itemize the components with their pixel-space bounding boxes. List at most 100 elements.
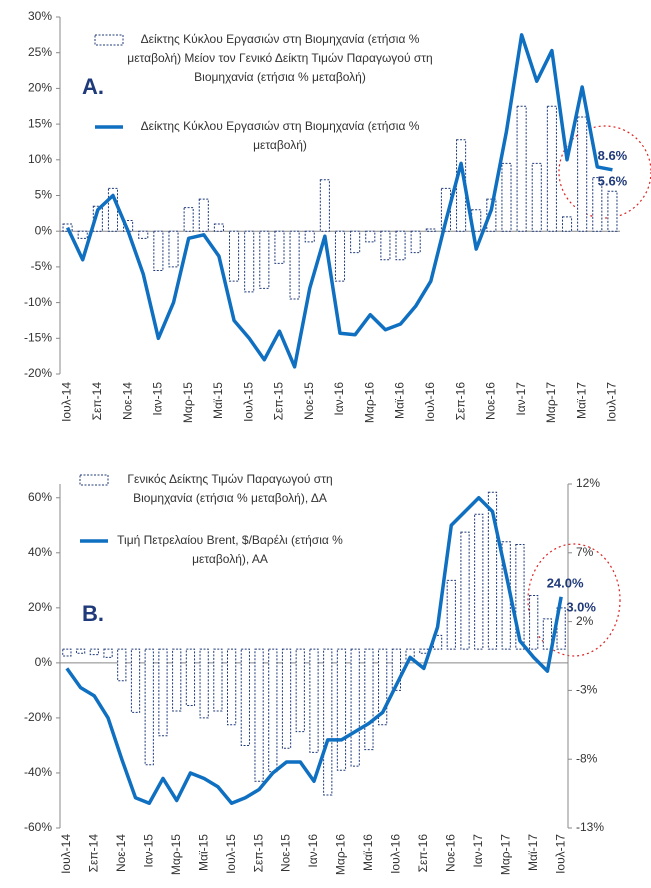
bar	[515, 544, 525, 650]
bar	[199, 648, 209, 719]
x-tick-label: Νοε-16	[484, 382, 498, 420]
bar	[295, 648, 305, 733]
bar	[350, 648, 360, 767]
y2-tick-label: 12%	[576, 476, 600, 490]
data-label: 8.6%	[598, 148, 628, 163]
bar	[432, 634, 443, 650]
x-tick-label: Ιαν-17	[514, 382, 528, 416]
bar	[227, 648, 237, 726]
highlight-circle	[527, 543, 621, 657]
bar	[592, 177, 603, 232]
bar	[419, 648, 429, 654]
x-tick-label: Νοε-14	[114, 834, 128, 872]
x-tick-label: Μαϊ-15	[196, 834, 210, 871]
x-tick-label: Μαϊ-17	[574, 382, 588, 419]
bar	[425, 228, 436, 232]
bar	[213, 223, 224, 232]
x-tick-label: Ιουλ-15	[241, 382, 255, 422]
highlight-circle	[558, 125, 651, 219]
y-tick-label: 0%	[35, 223, 53, 237]
bar	[244, 230, 255, 293]
bar	[130, 648, 141, 713]
bar	[542, 618, 553, 650]
bar	[446, 579, 456, 650]
x-tick-label: Σεπ-16	[453, 382, 467, 421]
x-tick-label: Σεπ-14	[86, 834, 100, 873]
x-tick-label: Νοε-16	[443, 834, 457, 872]
legend-label: Δείκτης Κύκλου Εργασιών στη Βιομηχανία (…	[140, 119, 420, 152]
x-tick-label: Νοε-15	[279, 834, 293, 872]
bar	[304, 230, 315, 243]
bar	[103, 648, 113, 658]
x-tick-label: Ιαν-16	[332, 382, 346, 416]
data-label: 24.0%	[547, 575, 584, 590]
bar	[107, 187, 119, 232]
y-tick-label: 40%	[28, 545, 52, 559]
y-tick-label: 0%	[35, 655, 53, 669]
x-tick-label: Μαρ-17	[544, 382, 558, 423]
y-tick-label: 15%	[28, 116, 52, 130]
bar	[185, 648, 196, 707]
bar	[501, 541, 511, 650]
bar	[607, 190, 618, 232]
y-tick-label: -20%	[24, 366, 52, 380]
legend-icon	[79, 474, 109, 486]
legend-icon	[94, 34, 124, 46]
bar	[309, 648, 319, 753]
bar	[117, 648, 127, 682]
x-tick-label: Ιουλ-16	[423, 382, 437, 422]
bar	[378, 648, 388, 726]
bar	[474, 513, 484, 650]
x-tick-label: Νοε-14	[120, 382, 134, 420]
x-tick-label: Ιουλ-14	[60, 382, 74, 422]
y-tick-label: -15%	[24, 330, 52, 344]
y2-tick-label: -13%	[576, 820, 604, 834]
bar	[77, 230, 88, 239]
line	[65, 33, 613, 369]
x-tick-label: Μαρ-15	[181, 382, 195, 423]
bar	[183, 207, 194, 232]
x-tick-label: Μαρ-17	[498, 834, 512, 875]
bar	[289, 230, 300, 300]
x-tick-label: Μαϊ-16	[393, 382, 407, 419]
x-tick-label: Μαρ-16	[362, 382, 376, 423]
bar	[440, 187, 451, 232]
x-tick-label: Μαϊ-17	[526, 834, 540, 871]
legend-label: Δείκτης Κύκλου Εργασιών στη Βιομηχανία (…	[127, 32, 433, 84]
bar	[254, 648, 264, 782]
panel-label: A.	[82, 74, 104, 99]
y-tick-label: -60%	[24, 820, 52, 834]
x-tick-label: Ιαν-17	[471, 834, 485, 868]
bar	[364, 648, 374, 751]
bar	[395, 230, 406, 261]
x-tick-label: Ιουλ-15	[224, 834, 238, 874]
bar	[531, 162, 542, 232]
bar	[405, 648, 415, 661]
bar	[334, 230, 346, 282]
bar	[577, 116, 588, 232]
bar	[168, 230, 179, 268]
x-tick-label: Μαϊ-15	[211, 382, 225, 419]
x-tick-label: Σεπ-16	[416, 834, 430, 873]
x-tick-label: Ιουλ-16	[389, 834, 403, 874]
bar	[144, 648, 154, 766]
x-tick-label: Σεπ-14	[90, 382, 104, 421]
y2-tick-label: -8%	[576, 751, 598, 765]
bar	[274, 230, 285, 264]
x-tick-label: Ιουλ-17	[605, 382, 619, 422]
bar	[516, 105, 527, 232]
bar	[365, 230, 376, 243]
y2-tick-label: 2%	[576, 614, 594, 628]
line	[65, 496, 563, 805]
bar	[350, 230, 361, 254]
x-tick-label: Ιαν-16	[306, 834, 320, 868]
bar	[529, 594, 539, 650]
y-tick-label: 25%	[28, 45, 52, 59]
y-tick-label: 5%	[35, 188, 53, 202]
bar	[229, 230, 240, 282]
x-tick-label: Ιαν-15	[141, 834, 155, 868]
legend-label: Τιμή Πετρελαίου Brent, $/Βαρέλι (ετήσια …	[117, 533, 343, 566]
y-tick-label: 30%	[28, 9, 52, 23]
y2-tick-label: 7%	[576, 545, 594, 559]
